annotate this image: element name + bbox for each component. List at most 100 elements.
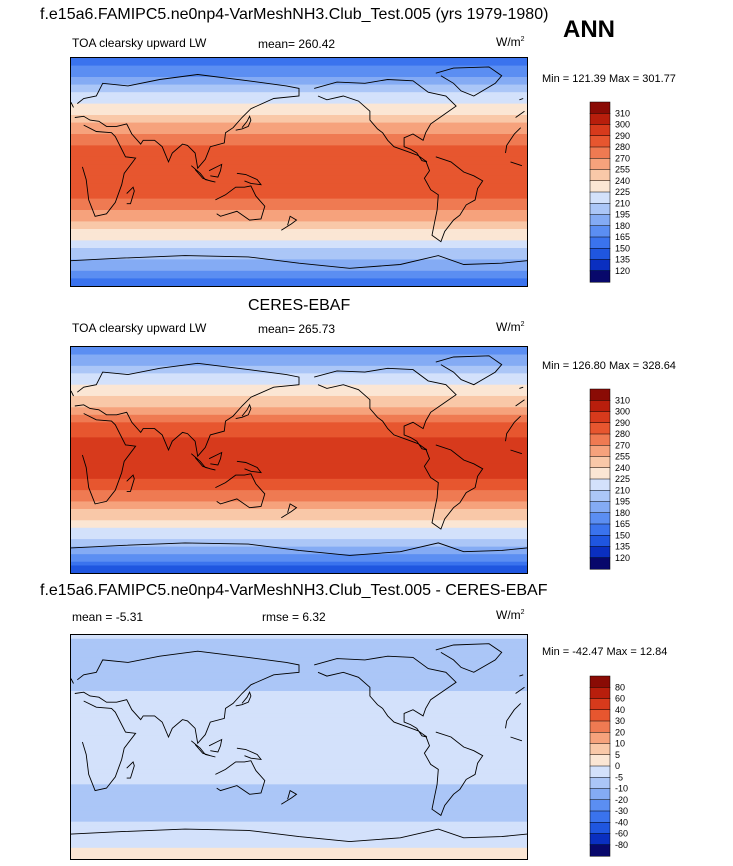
map-band	[71, 565, 527, 570]
colorbar-tick-label: 280	[615, 429, 630, 439]
panel-2-units: W/m2	[496, 320, 525, 334]
colorbar-swatch	[589, 501, 611, 514]
colorbar-tick-label: 300	[615, 120, 630, 130]
map-band	[71, 676, 527, 681]
colorbar-swatch	[589, 810, 611, 823]
colorbar-tick-label: 20	[615, 727, 625, 737]
map-band	[71, 437, 527, 442]
map-band	[71, 840, 527, 845]
map-band	[71, 694, 527, 700]
colorbar-tick-label: 225	[615, 187, 630, 197]
colorbar-tick-label: 135	[615, 255, 630, 265]
colorbar-tick-label: 240	[615, 463, 630, 473]
map-band	[71, 255, 527, 260]
map-band	[71, 418, 527, 423]
coastline	[215, 473, 266, 509]
panel-2-colorbar: 310 300 290 280 270 255 240 225 210 195 180 165 150 1…	[589, 388, 650, 571]
colorbar-tick-label: 255	[615, 165, 630, 175]
map-band	[71, 232, 527, 238]
coastline	[81, 124, 137, 217]
map-band	[71, 702, 527, 707]
colorbar-swatch	[589, 490, 611, 503]
map-band	[71, 806, 527, 812]
colorbar-tick-label: 30	[615, 716, 625, 726]
colorbar-tick-label: 40	[615, 705, 625, 715]
coastline	[281, 789, 298, 805]
coastline	[515, 110, 525, 118]
coastline	[505, 127, 522, 154]
map-band	[71, 441, 527, 446]
map-band	[71, 73, 527, 78]
map-band	[71, 732, 527, 737]
colorbar-tick-label: 195	[615, 497, 630, 507]
map-band	[71, 183, 527, 188]
panel-3-map	[70, 634, 528, 860]
map-band	[71, 653, 527, 658]
map-band	[71, 103, 527, 108]
colorbar-swatch	[589, 259, 611, 272]
colorbar-swatch	[589, 422, 611, 435]
colorbar-tick-label: -60	[615, 829, 628, 839]
panel-2-mean: mean= 265.73	[258, 322, 336, 336]
colorbar-tick-label: 310	[615, 395, 630, 405]
colorbar-swatch	[589, 124, 611, 137]
coastline	[435, 66, 503, 97]
colorbar-swatch	[589, 709, 611, 722]
panel-3-map-svg	[71, 635, 527, 859]
coastline	[191, 740, 216, 758]
coastline	[314, 79, 457, 163]
colorbar-swatch	[589, 467, 611, 480]
colorbar-swatch	[589, 400, 611, 413]
map-band	[71, 137, 527, 143]
colorbar-tick-label: 300	[615, 407, 630, 417]
coastline	[81, 700, 137, 792]
coastline	[74, 74, 300, 170]
coastline	[126, 186, 135, 205]
map-band	[71, 847, 527, 853]
panel-1-variable-label: TOA clearsky upward LW	[72, 36, 207, 50]
map-band	[71, 164, 527, 169]
map-band	[71, 512, 527, 518]
map-band	[71, 569, 527, 573]
coastline	[236, 460, 262, 474]
map-band	[71, 825, 527, 830]
map-band	[71, 520, 527, 525]
map-band	[71, 475, 527, 480]
colorbar-swatch	[589, 411, 611, 424]
map-band	[71, 691, 527, 696]
coastline	[281, 215, 298, 231]
map-band	[71, 720, 527, 726]
panel-2-title: CERES-EBAF	[248, 297, 351, 314]
colorbar-swatch	[589, 169, 611, 182]
panel-1-mean: mean= 260.42	[258, 37, 336, 51]
map-band	[71, 172, 527, 177]
colorbar-swatch	[589, 546, 611, 559]
map-band	[71, 546, 527, 551]
map-band	[71, 505, 527, 510]
map-band	[71, 829, 527, 834]
map-band	[71, 153, 527, 158]
map-band	[71, 709, 527, 714]
colorbar-swatch	[589, 191, 611, 204]
map-band	[71, 456, 527, 461]
map-band	[71, 99, 527, 105]
map-band	[71, 516, 527, 521]
coastline	[423, 731, 484, 817]
colorbar-swatch	[589, 743, 611, 756]
panel-2-minmax: Min = 126.80 Max = 328.64	[542, 360, 676, 372]
map-band	[71, 672, 527, 677]
map-band	[71, 747, 527, 752]
colorbar-swatch	[589, 135, 611, 148]
map-band	[71, 728, 527, 733]
colorbar-tick-label: -5	[615, 772, 623, 782]
colorbar-swatch	[589, 478, 611, 491]
coastline	[435, 355, 503, 386]
map-band	[71, 776, 527, 782]
map-band	[71, 229, 527, 234]
map-band	[71, 554, 527, 559]
coastline	[235, 691, 252, 707]
map-band	[71, 373, 527, 378]
map-band	[71, 221, 527, 226]
